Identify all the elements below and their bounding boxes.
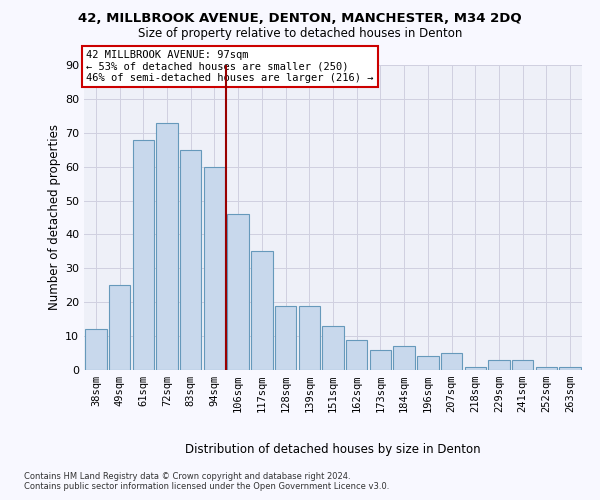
Text: Size of property relative to detached houses in Denton: Size of property relative to detached ho… [138,28,462,40]
Bar [512,360,533,370]
Bar [536,366,557,370]
Bar [464,366,486,370]
Bar [394,346,415,370]
Bar [275,306,296,370]
Text: Contains public sector information licensed under the Open Government Licence v3: Contains public sector information licen… [24,482,389,491]
Bar [227,214,249,370]
Bar [488,360,509,370]
Text: 42, MILLBROOK AVENUE, DENTON, MANCHESTER, M34 2DQ: 42, MILLBROOK AVENUE, DENTON, MANCHESTER… [78,12,522,26]
Text: Distribution of detached houses by size in Denton: Distribution of detached houses by size … [185,442,481,456]
Bar [322,326,344,370]
Bar [346,340,367,370]
Bar [251,252,272,370]
Bar [133,140,154,370]
Bar [417,356,439,370]
Bar [559,366,581,370]
Text: Contains HM Land Registry data © Crown copyright and database right 2024.: Contains HM Land Registry data © Crown c… [24,472,350,481]
Text: 42 MILLBROOK AVENUE: 97sqm
← 53% of detached houses are smaller (250)
46% of sem: 42 MILLBROOK AVENUE: 97sqm ← 53% of deta… [86,50,374,83]
Bar [370,350,391,370]
Bar [157,122,178,370]
Bar [180,150,202,370]
Bar [85,330,107,370]
Bar [204,166,225,370]
Bar [109,286,130,370]
Bar [299,306,320,370]
Bar [441,353,462,370]
Y-axis label: Number of detached properties: Number of detached properties [48,124,61,310]
